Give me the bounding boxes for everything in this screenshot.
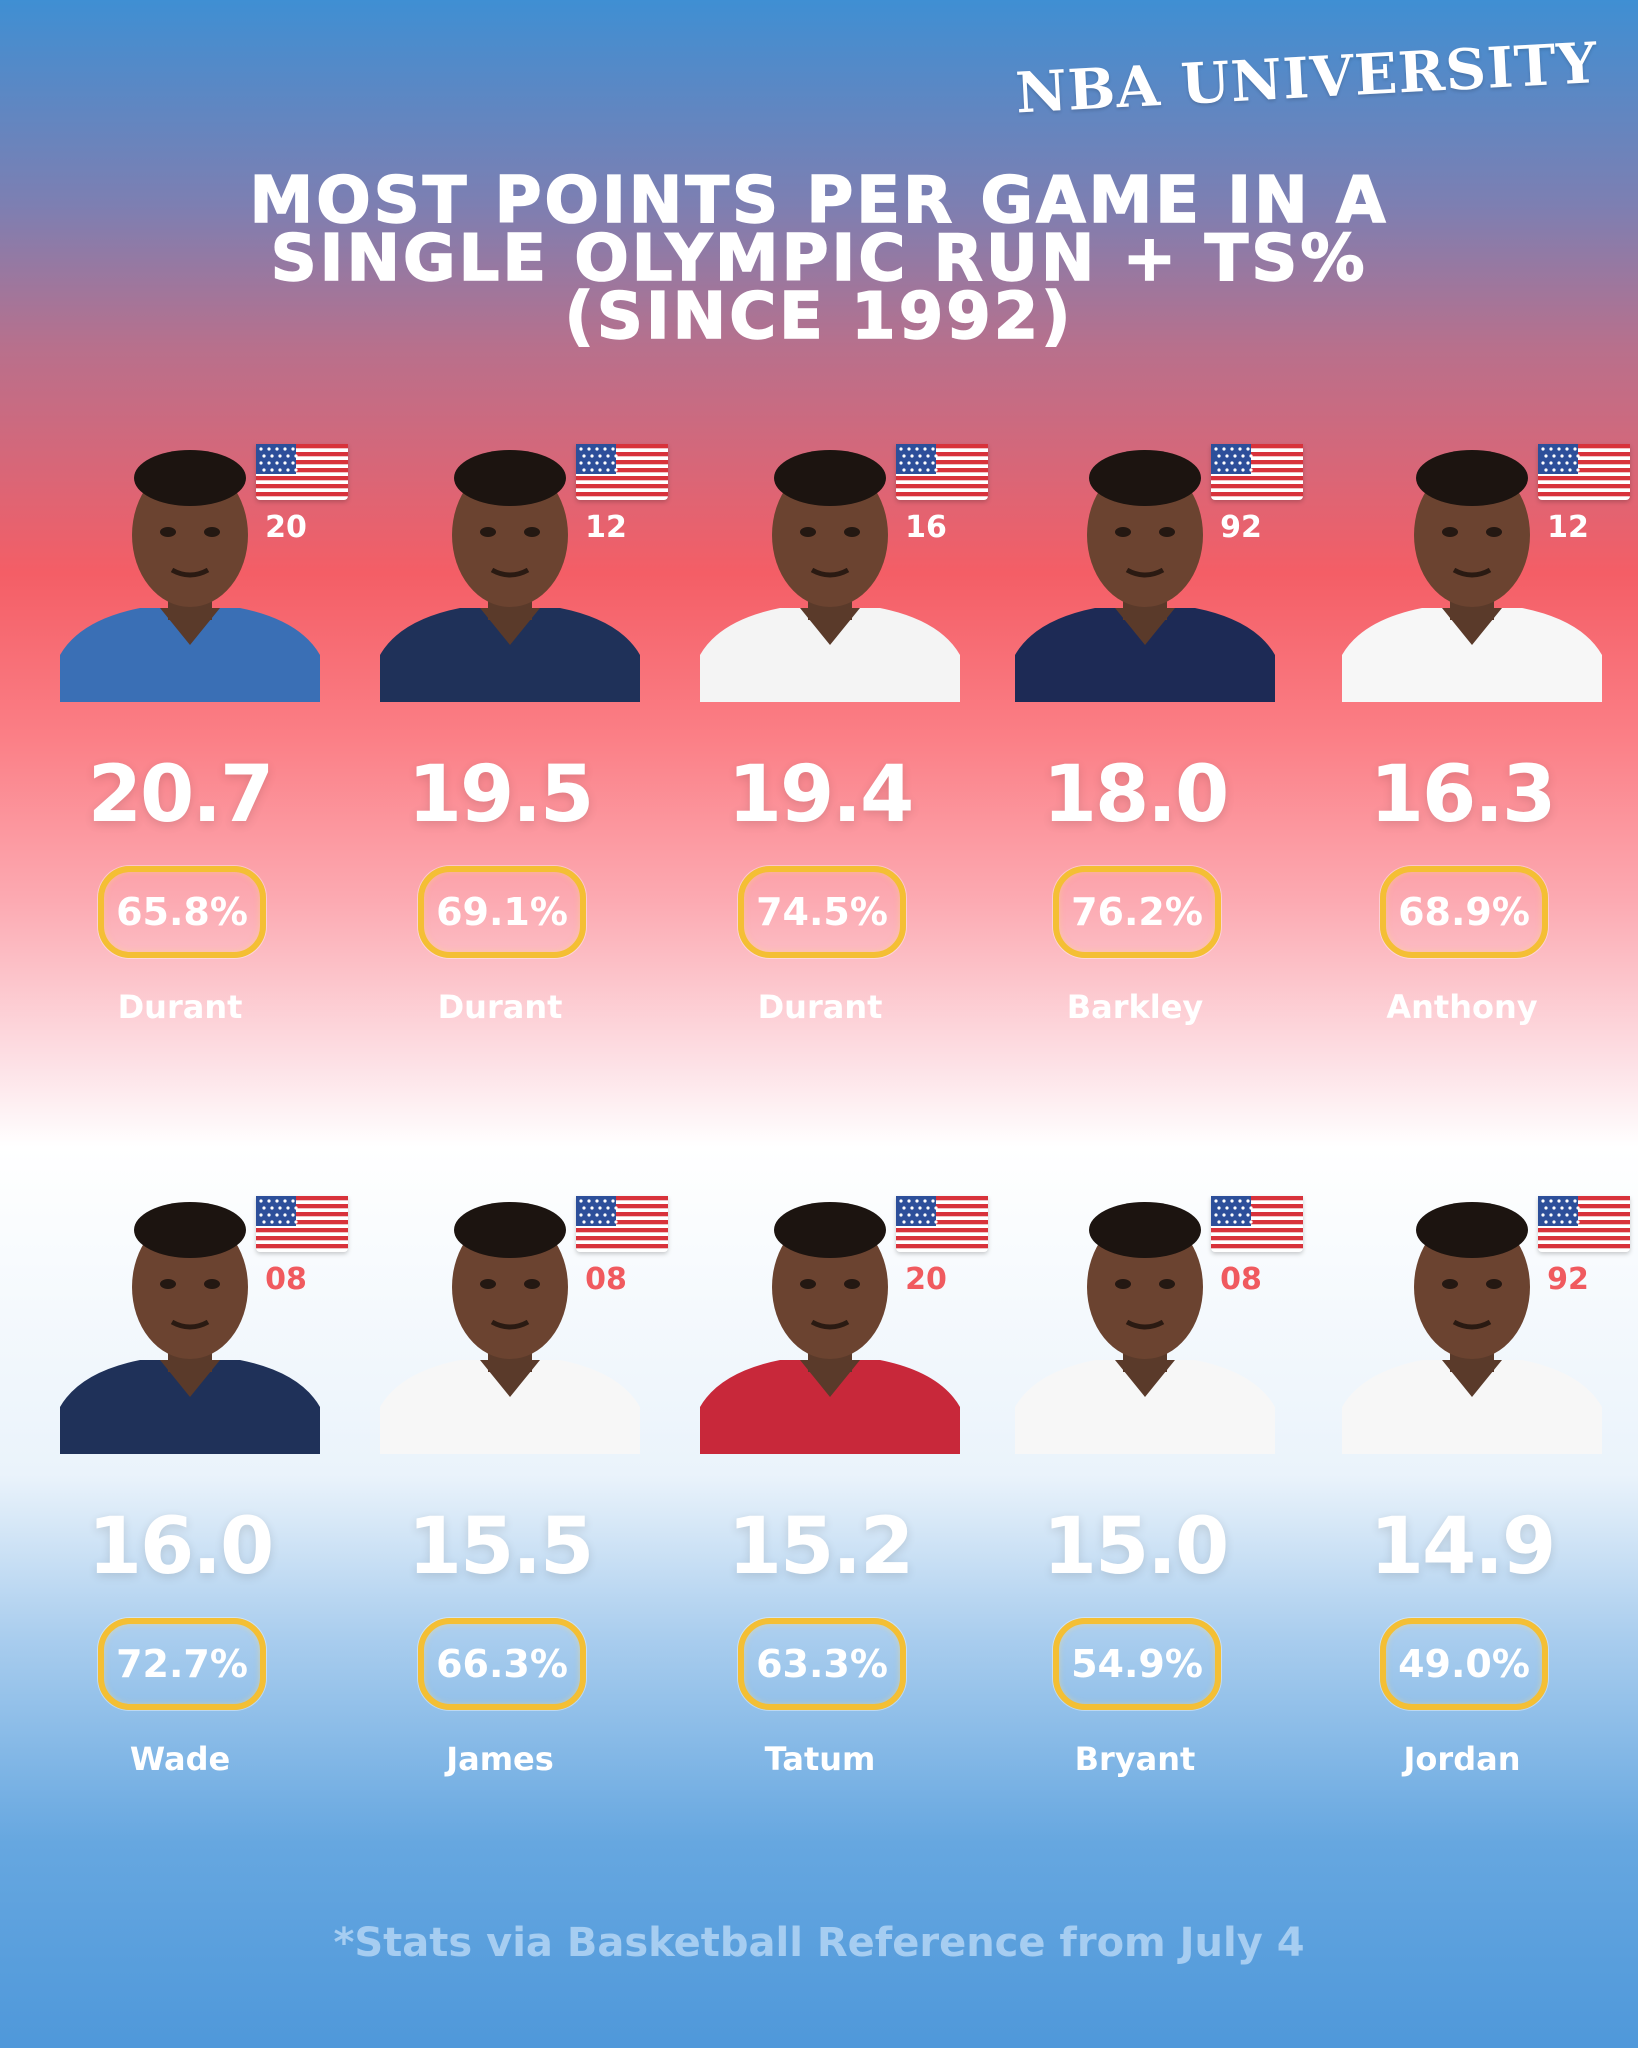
usa-flag-icon xyxy=(896,1196,988,1252)
points-per-game: 15.0 xyxy=(1042,1502,1229,1592)
usa-flag-icon xyxy=(1538,1196,1630,1252)
points-per-game: 20.7 xyxy=(87,750,274,840)
usa-flag-icon xyxy=(576,1196,668,1252)
player-card: 20 20.7 65.8% Durant xyxy=(30,440,348,1040)
title-line: SINGLE OLYMPIC RUN + TS% xyxy=(270,222,1368,296)
player-name: Wade xyxy=(129,1740,231,1778)
true-shooting-badge: 54.9% xyxy=(1053,1618,1221,1710)
player-name: Tatum xyxy=(764,1740,876,1778)
player-photo xyxy=(380,440,640,702)
page-title: MOST POINTS PER GAME IN A SINGLE OLYMPIC… xyxy=(0,164,1638,354)
usa-flag-icon xyxy=(1211,1196,1303,1252)
player-card: 92 14.9 49.0% Jordan xyxy=(1312,1192,1630,1792)
player-name: Anthony xyxy=(1386,988,1538,1026)
usa-flag-icon xyxy=(1538,444,1630,500)
player-card: 12 19.5 69.1% Durant xyxy=(350,440,668,1040)
player-card: 08 16.0 72.7% Wade xyxy=(30,1192,348,1792)
olympic-year: 12 xyxy=(1547,510,1589,545)
player-name: Jordan xyxy=(1403,1740,1521,1778)
player-photo xyxy=(1015,1192,1275,1454)
player-photo xyxy=(60,440,320,702)
true-shooting-badge: 49.0% xyxy=(1380,1618,1548,1710)
usa-flag-icon xyxy=(576,444,668,500)
points-per-game: 16.0 xyxy=(87,1502,274,1592)
player-photo xyxy=(1342,440,1602,702)
olympic-year: 08 xyxy=(1220,1262,1262,1297)
points-per-game: 18.0 xyxy=(1042,750,1229,840)
true-shooting-badge: 69.1% xyxy=(418,866,586,958)
points-per-game: 16.3 xyxy=(1369,750,1556,840)
player-card: 12 16.3 68.9% Anthony xyxy=(1312,440,1630,1040)
title-line: MOST POINTS PER GAME IN A xyxy=(249,164,1389,238)
player-name: Durant xyxy=(437,988,563,1026)
true-shooting-badge: 63.3% xyxy=(738,1618,906,1710)
player-photo xyxy=(1015,440,1275,702)
olympic-year: 92 xyxy=(1547,1262,1589,1297)
player-photo xyxy=(700,440,960,702)
true-shooting-badge: 65.8% xyxy=(98,866,266,958)
true-shooting-badge: 66.3% xyxy=(418,1618,586,1710)
title-line: (SINCE 1992) xyxy=(564,280,1074,354)
player-name: Bryant xyxy=(1074,1740,1196,1778)
true-shooting-badge: 68.9% xyxy=(1380,866,1548,958)
usa-flag-icon xyxy=(1211,444,1303,500)
player-name: Durant xyxy=(757,988,883,1026)
points-per-game: 15.2 xyxy=(727,1502,914,1592)
player-name: Durant xyxy=(117,988,243,1026)
player-card: 08 15.5 66.3% James xyxy=(350,1192,668,1792)
points-per-game: 15.5 xyxy=(407,1502,594,1592)
brand-logo: NBA UNIVERSITY xyxy=(1014,30,1600,127)
player-card: 16 19.4 74.5% Durant xyxy=(670,440,988,1040)
player-photo xyxy=(700,1192,960,1454)
olympic-year: 20 xyxy=(265,510,307,545)
olympic-year: 92 xyxy=(1220,510,1262,545)
true-shooting-badge: 76.2% xyxy=(1053,866,1221,958)
player-photo xyxy=(380,1192,640,1454)
player-photo xyxy=(1342,1192,1602,1454)
usa-flag-icon xyxy=(256,1196,348,1252)
player-photo xyxy=(60,1192,320,1454)
player-card: 92 18.0 76.2% Barkley xyxy=(985,440,1303,1040)
olympic-year: 08 xyxy=(585,1262,627,1297)
points-per-game: 19.5 xyxy=(407,750,594,840)
olympic-year: 08 xyxy=(265,1262,307,1297)
player-card: 08 15.0 54.9% Bryant xyxy=(985,1192,1303,1792)
points-per-game: 19.4 xyxy=(727,750,914,840)
true-shooting-badge: 72.7% xyxy=(98,1618,266,1710)
player-name: James xyxy=(446,1740,554,1778)
footnote: *Stats via Basketball Reference from Jul… xyxy=(333,1920,1305,1966)
player-card: 20 15.2 63.3% Tatum xyxy=(670,1192,988,1792)
olympic-year: 16 xyxy=(905,510,947,545)
olympic-year: 12 xyxy=(585,510,627,545)
usa-flag-icon xyxy=(896,444,988,500)
player-name: Barkley xyxy=(1066,988,1204,1026)
points-per-game: 14.9 xyxy=(1369,1502,1556,1592)
olympic-year: 20 xyxy=(905,1262,947,1297)
true-shooting-badge: 74.5% xyxy=(738,866,906,958)
usa-flag-icon xyxy=(256,444,348,500)
